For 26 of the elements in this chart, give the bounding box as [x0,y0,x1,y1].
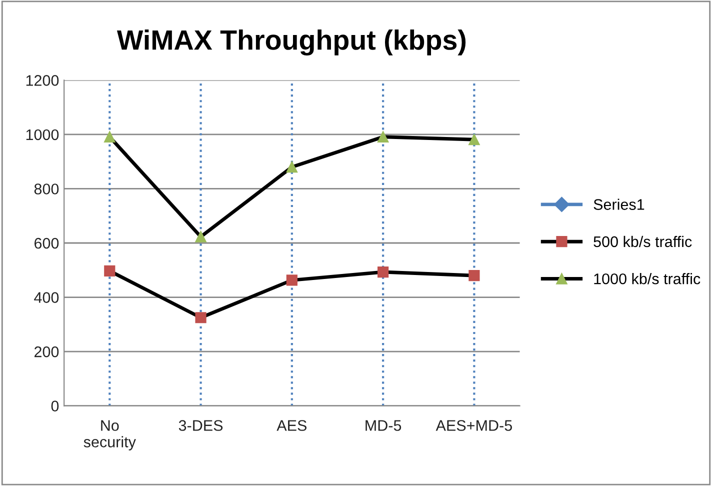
point [286,274,298,286]
x-tick-label: No security [84,420,136,450]
point [286,161,298,173]
legend-label: 1000 kb/s traffic [594,273,700,284]
point [468,134,480,146]
y-tick-label: 1000 [26,129,59,140]
x-tick-label: AES [276,420,307,431]
y-tick-label: 1200 [26,75,59,86]
y-tick-label: 0 [51,400,59,412]
x-tick-label: 3-DES [178,420,223,431]
point [468,270,480,282]
point [104,265,116,277]
legend-label: Series1 [594,198,644,210]
y-tick-label: 800 [34,184,59,194]
y-tick-label: 200 [34,346,59,358]
x-tick-label: AES+MD-5 [436,420,512,431]
point [378,266,389,278]
y-tick-label: 600 [34,238,59,249]
point [195,312,206,324]
point [104,131,116,142]
y-tick-label: 400 [34,292,59,303]
point [195,231,206,242]
point [378,131,389,142]
chart-title: WiMAX Throughput (kbps) [116,30,466,56]
legend-label: 500 kb/s traffic [594,236,692,248]
x-tick-label: MD-5 [366,420,402,431]
